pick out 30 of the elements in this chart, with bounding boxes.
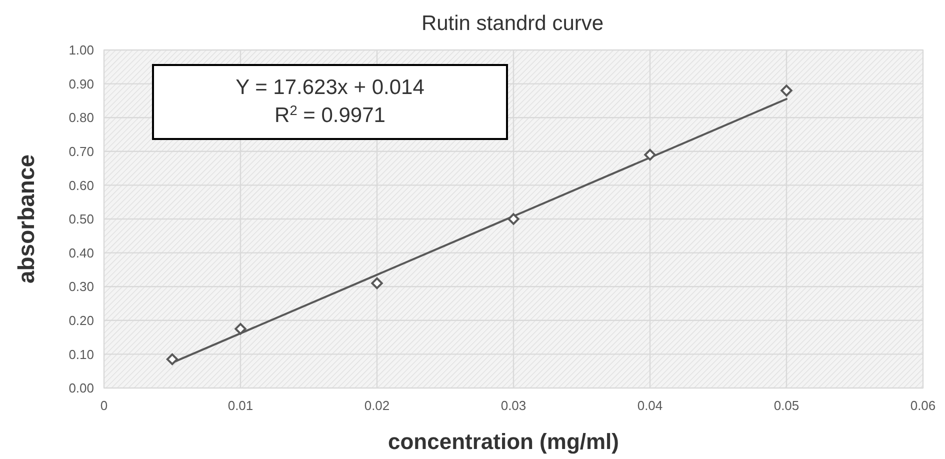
- y-tick-label: 0.90: [68, 76, 94, 92]
- annotation: R$^{2}$ = 0.9971: [274, 102, 386, 127]
- y-tick-label: 0.70: [68, 144, 94, 159]
- x-tick-label: 0.01: [228, 398, 254, 413]
- y-tick-label: 0.30: [68, 279, 94, 294]
- text-box: Y = 17.623x + 0.014 R$^{2}$ = 0.9971: [152, 64, 508, 140]
- x-tick-label: 0.02: [364, 398, 390, 413]
- point: [371, 277, 383, 290]
- point: [508, 213, 520, 225]
- x-tick-label: 0.06: [910, 398, 936, 413]
- annotation: Y = 17.623x + 0.014: [236, 76, 425, 99]
- point: [780, 84, 792, 96]
- x-axis-title: concentration (mg/ml): [388, 429, 620, 454]
- point: [166, 353, 178, 366]
- y-tick-label: 1.00: [68, 42, 94, 58]
- point: [234, 323, 246, 335]
- point: [644, 148, 656, 161]
- y-tick-label: 0.50: [68, 212, 94, 227]
- y-tick-label: 0.00: [68, 380, 94, 396]
- chart-title: Rutin standrd curve: [421, 12, 604, 35]
- y-tick-label: 0.80: [68, 110, 94, 126]
- y-tick-label: 0.60: [68, 178, 94, 193]
- x-tick-label: 0.05: [774, 398, 800, 413]
- x-tick-label: 0.03: [500, 398, 526, 413]
- x-tick-label: 0: [100, 398, 108, 413]
- y-tick-label: 0.20: [68, 312, 94, 328]
- x-tick-label: 0.04: [637, 398, 663, 413]
- y-tick-label: 0.10: [68, 346, 94, 362]
- y-axis-title: absorbance: [13, 154, 39, 284]
- y-tick-label: 0.40: [68, 245, 94, 260]
